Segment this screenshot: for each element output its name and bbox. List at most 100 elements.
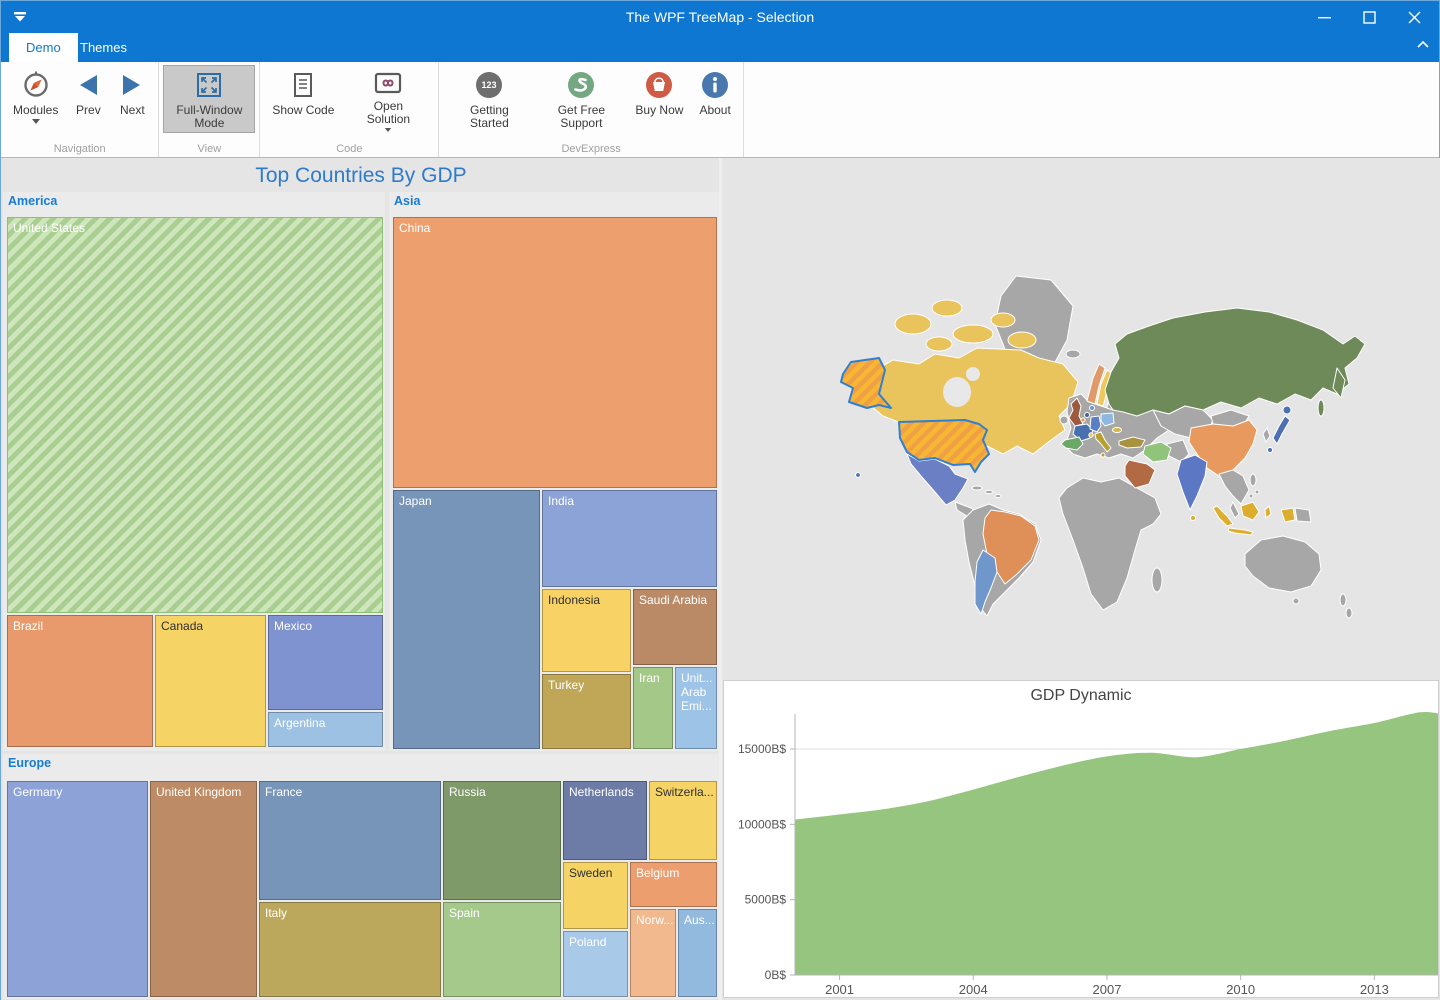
get-free-support-button[interactable]: Get Free Support — [535, 65, 627, 133]
prev-button[interactable]: Prev — [66, 65, 110, 133]
chart-title: GDP Dynamic — [1030, 687, 1132, 704]
map-kamchatka[interactable] — [1332, 367, 1346, 399]
map-sri-lanka[interactable] — [1190, 515, 1196, 521]
map-ireland[interactable] — [1059, 415, 1069, 425]
map-africa[interactable] — [1058, 477, 1162, 611]
compass-icon — [23, 71, 48, 97]
treemap-tile-netherlands[interactable]: Netherlands — [563, 781, 647, 860]
modules-button[interactable]: Modules — [5, 65, 66, 133]
map-country-russia[interactable] — [1104, 307, 1366, 417]
about-button[interactable]: About — [691, 65, 738, 133]
window-title: The WPF TreeMap - Selection — [625, 9, 815, 25]
full-window-mode-button[interactable]: Full-Window Mode — [163, 65, 256, 133]
next-button[interactable]: Next — [110, 65, 154, 133]
treemap-tile-china[interactable]: China — [393, 217, 717, 488]
treemap-tile-switzerla[interactable]: Switzerla... — [649, 781, 717, 860]
treemap-tile-spain[interactable]: Spain — [443, 902, 561, 997]
map-new-zealand[interactable] — [1339, 593, 1353, 619]
map-iceland[interactable] — [1065, 349, 1081, 359]
map-tasmania[interactable] — [1292, 597, 1300, 605]
treemap-tile-sweden[interactable]: Sweden — [563, 862, 628, 929]
map-caribbean[interactable] — [971, 485, 1002, 498]
treemap-tile-brazil[interactable]: Brazil — [7, 615, 153, 747]
open-solution-button[interactable]: Open Solution — [342, 65, 434, 133]
tab-themes[interactable]: Themes — [80, 40, 127, 55]
map-korea[interactable] — [1262, 427, 1271, 443]
treemap-tile-saudi-arabia[interactable]: Saudi Arabia — [633, 589, 717, 665]
treemap-tile-japan[interactable]: Japan — [393, 490, 540, 749]
treemap-group-header: Europe — [8, 756, 52, 770]
map-country-argentina[interactable] — [974, 549, 998, 615]
map-australia[interactable] — [1244, 535, 1322, 593]
map-country-turkey[interactable] — [1118, 436, 1146, 449]
treemap-tile-norw[interactable]: Norw... — [630, 909, 676, 997]
map-hawaii[interactable] — [855, 472, 861, 478]
map-country-indonesia[interactable] — [1212, 501, 1296, 536]
map-country-hungary[interactable] — [1112, 426, 1122, 434]
getting-started-button[interactable]: 123 Getting Started — [443, 65, 535, 133]
collapse-ribbon-icon[interactable] — [1417, 41, 1429, 48]
map-country-belgium[interactable] — [1080, 417, 1086, 423]
minimize-icon — [1318, 16, 1331, 18]
treemap-tile-belgium[interactable]: Belgium — [630, 862, 717, 907]
show-code-button[interactable]: Show Code — [264, 65, 342, 133]
map-country-brazil[interactable] — [982, 509, 1040, 585]
minimize-button[interactable] — [1302, 1, 1347, 33]
treemap-tile-india[interactable]: India — [542, 490, 717, 587]
svg-text:2013: 2013 — [1360, 982, 1389, 997]
map-country-switzerland[interactable] — [1088, 432, 1094, 438]
map-country-japan[interactable] — [1267, 405, 1292, 453]
show-code-label: Show Code — [272, 103, 335, 117]
treemap-tile-italy[interactable]: Italy — [259, 902, 441, 997]
buy-now-button[interactable]: Buy Now — [627, 65, 691, 133]
treemap-tile-aus[interactable]: Aus... — [678, 909, 717, 997]
svg-text:10000B$: 10000B$ — [738, 817, 786, 831]
map-madagascar[interactable] — [1151, 567, 1163, 593]
map-country-denmark[interactable] — [1089, 405, 1095, 411]
map-country-netherlands[interactable] — [1084, 412, 1090, 418]
gdp-area-series — [794, 711, 1438, 976]
treemap-tile-united-kingdom[interactable]: United Kingdom — [150, 781, 257, 997]
treemap-tile-russia[interactable]: Russia — [443, 781, 561, 900]
maximize-button[interactable] — [1347, 1, 1392, 33]
map-canada-islands[interactable] — [894, 299, 1037, 352]
map-sakhalin[interactable] — [1317, 399, 1325, 417]
treemap-tile-iran[interactable]: Iran — [633, 667, 673, 749]
ribbon: Modules Prev Next Navigation — [1, 62, 1439, 158]
map-country-iran[interactable] — [1142, 441, 1172, 463]
map-country-italy[interactable] — [1094, 431, 1112, 453]
treemap-tile-mexico[interactable]: Mexico — [268, 615, 383, 710]
treemap-tile-indonesia[interactable]: Indonesia — [542, 589, 631, 672]
close-button[interactable] — [1392, 1, 1437, 33]
map-selection-outline — [840, 357, 990, 473]
map-country-poland[interactable] — [1100, 412, 1115, 427]
map-country-norway[interactable] — [1086, 363, 1106, 405]
map-country-united-kingdom[interactable] — [1068, 397, 1084, 427]
main-content: America United States Brazil Canada Mexico Ar… — [1, 158, 1440, 1000]
tab-demo[interactable]: Demo — [9, 33, 78, 62]
map-country-germany[interactable] — [1089, 415, 1102, 433]
svg-text:2004: 2004 — [959, 982, 988, 997]
getting-started-icon: 123 — [476, 72, 503, 98]
full-window-icon — [197, 73, 222, 97]
about-icon — [702, 72, 729, 98]
group-label-navigation: Navigation — [53, 143, 106, 155]
map-sicily[interactable] — [1100, 452, 1106, 458]
treemap-tile-germany[interactable]: Germany — [7, 781, 148, 997]
map-country-saudi-arabia[interactable] — [1124, 459, 1156, 489]
gdp-chart-panel: GDP Dynamic 0B$ 5000B$ 10000B$ 15000B$ 2001 2… — [723, 680, 1439, 998]
map-indochina[interactable] — [1218, 469, 1250, 505]
map-country-india[interactable] — [1176, 454, 1208, 511]
treemap-tile-france[interactable]: France — [259, 781, 441, 900]
treemap-tile-argentina[interactable]: Argentina — [268, 712, 383, 747]
map-philippines[interactable] — [1248, 473, 1260, 499]
map-malaysia[interactable] — [1229, 501, 1240, 519]
treemap-tile-turkey[interactable]: Turkey — [542, 674, 631, 749]
app-icon[interactable] — [13, 12, 27, 23]
treemap-tile-canada[interactable]: Canada — [155, 615, 266, 747]
map-new-guinea[interactable] — [1294, 507, 1312, 523]
treemap-tile-poland[interactable]: Poland — [563, 931, 628, 997]
treemap-tile-unit-arab-emi[interactable]: Unit... Arab Emi... — [675, 667, 717, 749]
treemap-tile-united-states[interactable]: United States — [7, 217, 383, 613]
map-country-spain[interactable] — [1060, 436, 1084, 451]
